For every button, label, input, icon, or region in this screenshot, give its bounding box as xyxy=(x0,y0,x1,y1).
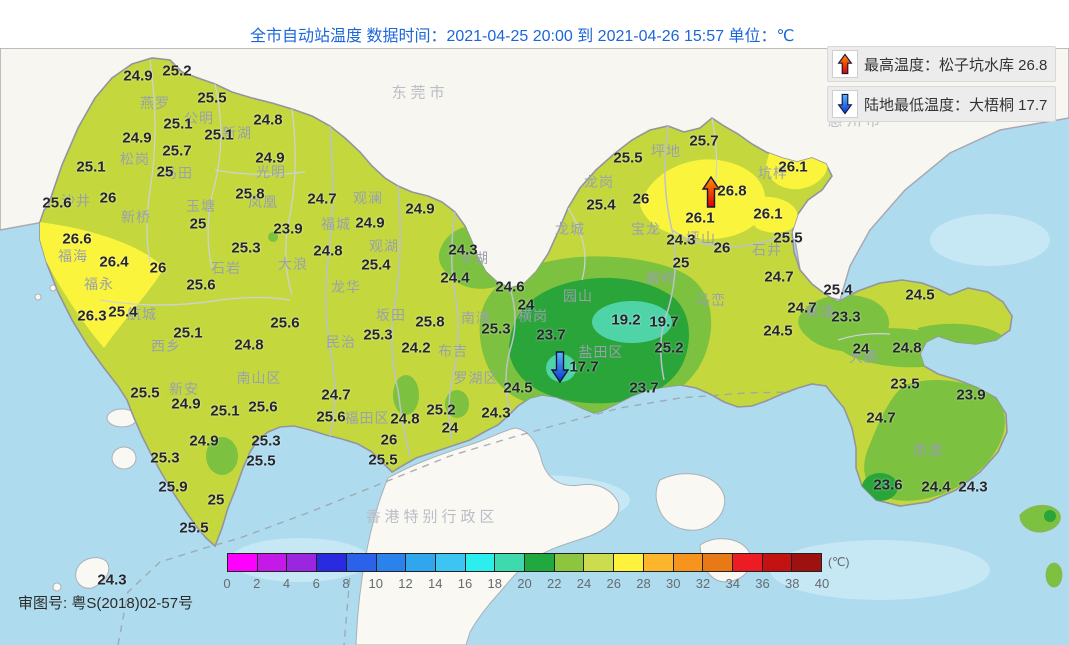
colorbar-cell xyxy=(643,554,674,571)
colorbar-tick: 12 xyxy=(398,576,413,591)
colorbar-tick: 40 xyxy=(814,576,830,591)
colorbar-cell xyxy=(406,554,436,571)
min-temp-arrow-marker xyxy=(550,351,570,384)
colorbar-tick: 22 xyxy=(547,576,562,591)
extreme-temp-legend: 最高温度：松子坑水库 26.8 陆地最低温度：大梧桐 17.7 xyxy=(827,46,1057,126)
colorbar-tick: 14 xyxy=(428,576,443,591)
colorbar-tick: 4 xyxy=(282,576,291,591)
colorbar-tick: 10 xyxy=(368,576,383,591)
colorbar-tick: 34 xyxy=(725,576,740,591)
territorial-dashed-boundary xyxy=(117,391,791,645)
colorbar-cell xyxy=(317,554,347,571)
colorbar-tick: 8 xyxy=(342,576,350,591)
temperature-colorbar: 0 2 4 6 8 10 12 14 16 18 20 22 24 26 28 30 32 34 36 38 40 (℃… xyxy=(223,553,867,593)
colorbar-tick: 18 xyxy=(487,576,502,591)
colorbar-cell xyxy=(732,554,763,571)
colorbar-tick: 28 xyxy=(636,576,651,591)
colorbar-cell xyxy=(376,554,407,571)
colorbar-tick: 24 xyxy=(576,576,592,591)
islets xyxy=(1019,505,1063,588)
colorbar-cell xyxy=(525,554,555,571)
colorbar-tick: 20 xyxy=(517,576,532,591)
colorbar-tick: 30 xyxy=(666,576,681,591)
colorbar-tick: 2 xyxy=(253,576,261,591)
colorbar-tick: 38 xyxy=(785,576,800,591)
colorbar-cell xyxy=(554,554,585,571)
max-temp-legend-text: 最高温度：松子坑水库 26.8 xyxy=(864,56,1048,74)
colorbar-tick: 0 xyxy=(223,576,231,591)
page-title: 全市自动站温度 数据时间：2021-04-25 20:00 到 2021-04-… xyxy=(250,28,795,45)
arrow-down-blue-icon xyxy=(832,90,858,118)
district-borders xyxy=(99,59,891,341)
colorbar-cell xyxy=(673,554,704,571)
colorbar-cell xyxy=(495,554,526,571)
max-temp-arrow-marker xyxy=(701,175,721,208)
colorbar-cell xyxy=(287,554,318,571)
min-temp-legend-row: 陆地最低温度：大梧桐 17.7 xyxy=(827,86,1057,122)
title-band xyxy=(0,0,1069,48)
map-approval-number: 审图号: 粤S(2018)02-57号 xyxy=(18,595,194,612)
colorbar-cell xyxy=(614,554,644,571)
colorbar-cell xyxy=(703,554,733,571)
colorbar-cell xyxy=(435,554,466,571)
min-temp-legend-text: 陆地最低温度：大梧桐 17.7 xyxy=(864,96,1048,114)
colorbar-ticks: 0 2 4 6 8 10 12 14 16 18 20 22 24 26 28 30 32 34 36 38 40 xyxy=(223,576,829,592)
arrow-up-red-icon xyxy=(832,50,858,78)
max-temp-legend-row: 最高温度：松子坑水库 26.8 xyxy=(827,46,1057,82)
colorbar-tick: 16 xyxy=(457,576,473,591)
colorbar-tick: 6 xyxy=(312,576,320,591)
coldest-teal-patches xyxy=(546,301,672,382)
colorbar-cell xyxy=(762,554,793,571)
colorbar-unit: (℃) xyxy=(828,555,850,569)
colorbar-cell xyxy=(346,554,377,571)
colorbar-cell xyxy=(465,554,496,571)
colorbar-cell xyxy=(228,554,258,571)
colorbar-tick: 26 xyxy=(606,576,621,591)
colorbar-tick: 32 xyxy=(695,576,711,591)
major-district-borders xyxy=(325,125,793,457)
colorbar-tick: 36 xyxy=(755,576,770,591)
colorbar-cell xyxy=(584,554,615,571)
warm-yellow-patches xyxy=(40,141,828,348)
colorbar-cells xyxy=(227,553,822,572)
colorbar-cell xyxy=(257,554,288,571)
colorbar-cell xyxy=(792,554,822,571)
